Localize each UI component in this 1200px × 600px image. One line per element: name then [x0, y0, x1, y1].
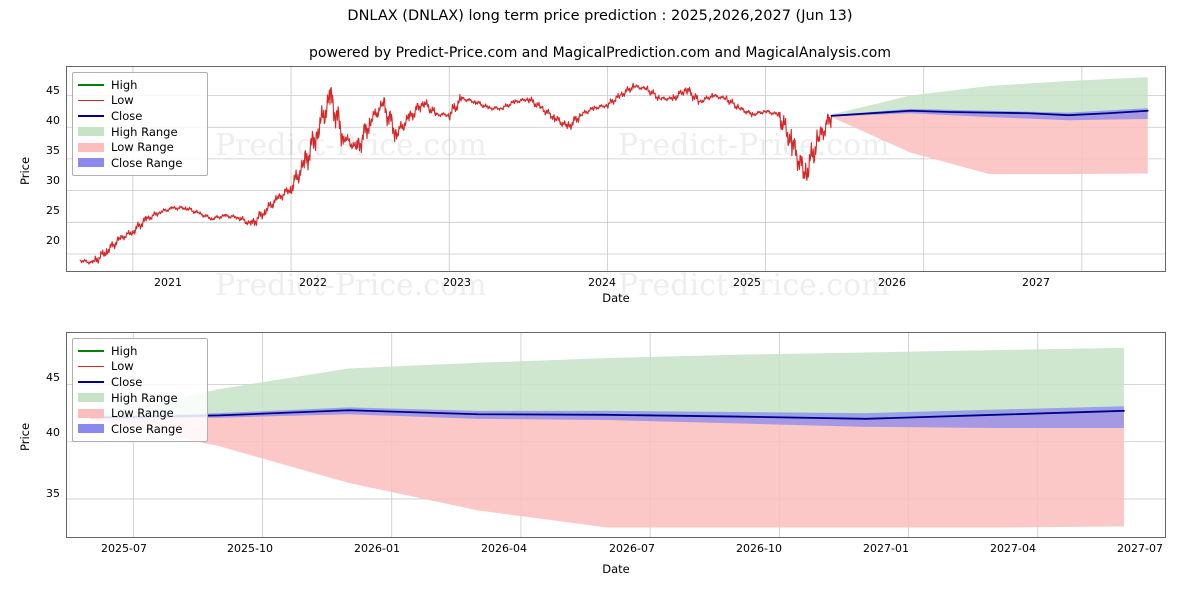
- top-xtick-2021: 2021: [154, 276, 182, 289]
- top-chart-legend: High Low Close High Range Low Range Clos…: [72, 72, 208, 176]
- legend-item-close: Close: [78, 374, 201, 390]
- legend-item-close-range: Close Range: [78, 421, 201, 437]
- bottom-xtick-2026-10: 2026-10: [736, 542, 782, 555]
- bottom-x-axis-label: Date: [602, 562, 630, 576]
- legend-item-low: Low: [78, 93, 201, 109]
- top-ytick-30: 30: [46, 174, 60, 187]
- legend-swatch-high: [78, 345, 104, 356]
- legend-swatch-low: [78, 361, 104, 372]
- legend-label-close-range: Close Range: [111, 421, 183, 436]
- legend-item-low-range: Low Range: [78, 405, 201, 421]
- legend-swatch-low-range: [78, 142, 104, 153]
- legend-item-high-range: High Range: [78, 390, 201, 406]
- bottom-xtick-2027-04: 2027-04: [990, 542, 1036, 555]
- bottom-chart-legend: High Low Close High Range Low Range Clos…: [72, 338, 208, 442]
- legend-item-high: High: [78, 77, 201, 93]
- legend-label-high: High: [111, 343, 138, 358]
- legend-item-high: High: [78, 343, 201, 359]
- bottom-xtick-2026-07: 2026-07: [609, 542, 655, 555]
- legend-label-low: Low: [111, 93, 134, 108]
- bottom-ytick-45: 45: [46, 371, 60, 384]
- top-ytick-35: 35: [46, 144, 60, 157]
- top-chart-panel: [66, 66, 1166, 272]
- legend-item-high-range: High Range: [78, 124, 201, 140]
- bottom-ytick-35: 35: [46, 487, 60, 500]
- legend-label-high-range: High Range: [111, 124, 178, 139]
- legend-label-close: Close: [111, 374, 143, 389]
- top-chart-plot: [67, 67, 1165, 271]
- bottom-chart-panel: [66, 332, 1166, 538]
- legend-swatch-close-range: [78, 157, 104, 168]
- bottom-xtick-2026-01: 2026-01: [354, 542, 400, 555]
- legend-label-low-range: Low Range: [111, 140, 174, 155]
- bottom-xtick-2025-10: 2025-10: [227, 542, 273, 555]
- top-ytick-40: 40: [46, 114, 60, 127]
- top-xtick-2023: 2023: [443, 276, 471, 289]
- legend-label-high: High: [111, 77, 138, 92]
- legend-swatch-high: [78, 79, 104, 90]
- top-y-axis-label: Price: [18, 156, 32, 185]
- legend-item-low-range: Low Range: [78, 139, 201, 155]
- top-xtick-2027: 2027: [1022, 276, 1050, 289]
- legend-swatch-low-range: [78, 408, 104, 419]
- legend-item-close-range: Close Range: [78, 155, 201, 171]
- legend-label-high-range: High Range: [111, 390, 178, 405]
- bottom-chart-plot: [67, 333, 1165, 537]
- legend-label-low: Low: [111, 359, 134, 374]
- top-x-axis-label: Date: [602, 291, 630, 305]
- top-xtick-2022: 2022: [299, 276, 327, 289]
- bottom-xtick-2027-07: 2027-07: [1117, 542, 1163, 555]
- legend-swatch-high-range: [78, 392, 104, 403]
- bottom-y-axis-label: Price: [18, 422, 32, 451]
- legend-label-close-range: Close Range: [111, 155, 183, 170]
- bottom-xtick-2025-07: 2025-07: [101, 542, 147, 555]
- top-ytick-20: 20: [46, 234, 60, 247]
- legend-swatch-high-range: [78, 126, 104, 137]
- bottom-ytick-40: 40: [46, 426, 60, 439]
- top-ytick-25: 25: [46, 204, 60, 217]
- top-ytick-45: 45: [46, 84, 60, 97]
- top-xtick-2025: 2025: [733, 276, 761, 289]
- page-subtitle: powered by Predict-Price.com and Magical…: [309, 45, 891, 61]
- legend-swatch-close: [78, 110, 104, 121]
- legend-swatch-close-range: [78, 423, 104, 434]
- legend-swatch-close: [78, 376, 104, 387]
- top-xtick-2024: 2024: [588, 276, 616, 289]
- legend-swatch-low: [78, 95, 104, 106]
- legend-label-close: Close: [111, 108, 143, 123]
- legend-item-low: Low: [78, 359, 201, 375]
- page-title: DNLAX (DNLAX) long term price prediction…: [347, 8, 853, 24]
- legend-item-close: Close: [78, 108, 201, 124]
- bottom-xtick-2026-04: 2026-04: [481, 542, 527, 555]
- legend-label-low-range: Low Range: [111, 406, 174, 421]
- bottom-xtick-2027-01: 2027-01: [863, 542, 909, 555]
- top-xtick-2026: 2026: [878, 276, 906, 289]
